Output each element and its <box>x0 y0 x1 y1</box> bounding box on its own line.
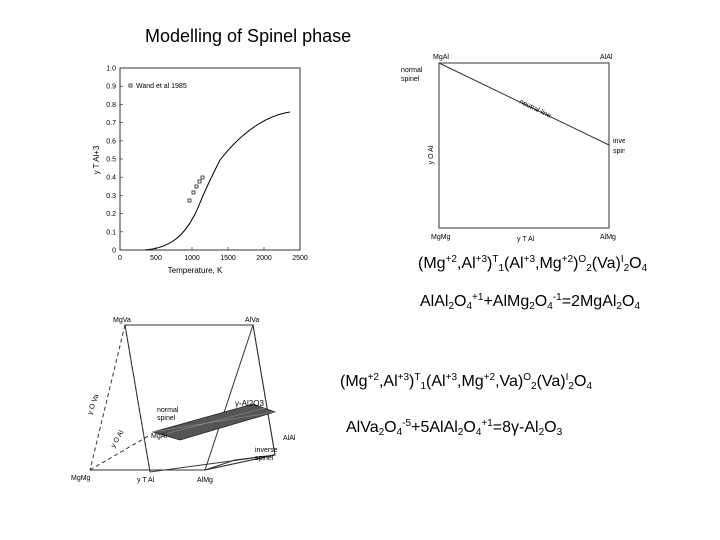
normal-spinel-label: normal <box>157 407 179 414</box>
x-tick-label: 1500 <box>220 255 236 262</box>
y-tick-label: 0.5 <box>106 157 116 164</box>
fit-curve <box>144 111 291 251</box>
x-axis-label: y T Al <box>517 236 535 243</box>
formula-reaction-1: AlAl2O4+1+AlMg2O4-1=2MgAl2O4 <box>420 292 640 312</box>
x-tick-label: 2500 <box>292 255 308 262</box>
y-tick-label: 1.0 <box>106 66 116 73</box>
data-point <box>197 179 202 184</box>
neutral-line-label: neutral line <box>518 99 552 120</box>
cation-square-diagram: MgAl AlAl MgMg AlMg normal spinel neutra… <box>401 54 625 243</box>
x-axis-label: Temperature, K <box>168 266 223 275</box>
legend-label: Wand et al 1985 <box>136 83 187 90</box>
corner-mgva-label: MgVa <box>113 317 131 324</box>
y-tick-label: 0.9 <box>106 84 116 91</box>
prism-edge-dashed <box>124 324 151 473</box>
normal-spinel-label: normal <box>401 67 423 74</box>
formula-model-2: (Mg+2,Al+3)T1(Al+3,Mg+2,Va)O2(Va)I2O4 <box>340 372 592 392</box>
y-tick-label: 0.2 <box>106 211 116 218</box>
corner-almg-label: AlMg <box>197 477 213 484</box>
y-tick-label: 0.4 <box>106 175 116 182</box>
corner-mgal-label: MgAl <box>151 433 167 440</box>
al-axis-label: y O Al <box>110 429 126 449</box>
data-point <box>191 190 196 195</box>
normal-spinel-label-2: spinel <box>157 415 176 422</box>
shading-line <box>152 411 276 433</box>
prism-base-face <box>204 454 276 471</box>
prism-edge-dashed-2 <box>89 324 126 471</box>
formula-model-1: (Mg+2,Al+3)T1(Al+3,Mg+2)O2(Va)I2O4 <box>418 254 648 274</box>
neutral-line <box>438 62 610 146</box>
x-tick-label: 500 <box>150 255 162 262</box>
corner-alva-label: AlVa <box>245 317 259 324</box>
plot-frame <box>119 67 301 251</box>
t-axis-label: y T Al <box>137 477 155 484</box>
y-tick-label: 0.7 <box>106 120 116 127</box>
corner-mgmg-label: MgMg <box>71 475 91 482</box>
inverse-spinel-label-2: spinel <box>613 148 625 155</box>
corner-mgmg-label: MgMg <box>431 234 451 241</box>
va-axis-label: y O Va <box>87 393 101 415</box>
corner-alal-label: AlAl <box>283 435 296 442</box>
corner-mgal-label: MgAl <box>433 54 449 61</box>
inverse-spinel-label: inverse <box>613 138 625 145</box>
legend-marker <box>128 83 133 88</box>
formula-reaction-2: AlVa2O4-5+5AlAl2O4+1=8γ-Al2O3 <box>346 418 563 438</box>
y-tick-label: 0.6 <box>106 138 116 145</box>
cation-distribution-plot: 0 0.1 0.2 0.3 0.4 0.5 0.6 0.7 0.8 0.9 1.0 0 500 1000… <box>92 66 308 276</box>
data-point <box>194 184 199 189</box>
inverse-spinel-label-2: spinel <box>255 455 274 462</box>
y-tick-label: 0.1 <box>106 229 116 236</box>
square-frame <box>438 62 610 229</box>
x-tick-label: 0 <box>118 255 122 262</box>
inverse-spinel-label: inverse <box>255 447 278 454</box>
corner-almg-label: AlMg <box>600 234 616 241</box>
data-point <box>200 175 205 180</box>
shading-line-2 <box>164 407 266 435</box>
slide-title: Modelling of Spinel phase <box>145 26 352 46</box>
data-point <box>187 198 192 203</box>
normal-spinel-label-2: spinel <box>401 76 420 83</box>
corner-alal-label: AlAl <box>600 54 613 61</box>
y-tick-label: 0.8 <box>106 102 116 109</box>
x-tick-label: 2000 <box>256 255 272 262</box>
y-tick-label: 0 <box>112 248 116 255</box>
x-tick-label: 1000 <box>184 255 200 262</box>
cation-prism-diagram: MgVa AlVa MgMg AlMg MgAl AlAl γ-Al2O3 no… <box>71 317 296 484</box>
y-axis-label: y O Al <box>428 145 435 164</box>
y-tick-label: 0.3 <box>106 193 116 200</box>
gamma-alumina-label: γ-Al2O3 <box>235 399 264 408</box>
y-axis-label: y T Al+3 <box>92 145 101 174</box>
prism-base-diagonal <box>89 434 151 471</box>
